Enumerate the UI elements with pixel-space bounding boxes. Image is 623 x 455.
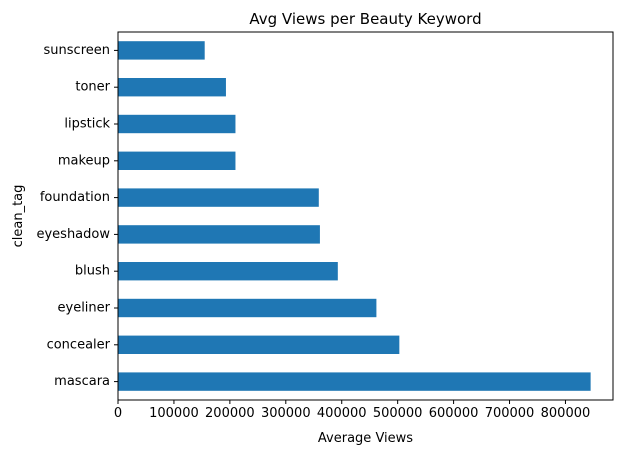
- x-tick-label: 700000: [485, 406, 535, 421]
- x-tick-label: 200000: [205, 406, 255, 421]
- y-tick-label: eyeshadow: [36, 227, 110, 242]
- plot-area: sunscreen toner lipstick makeup foundation ey…: [36, 31, 614, 421]
- y-tick-label: eyeliner: [58, 301, 111, 316]
- bar-sunscreen: [118, 41, 205, 60]
- y-tick-label: toner: [75, 80, 110, 95]
- bar-toner: [118, 78, 226, 97]
- bar-blush: [118, 262, 338, 281]
- y-tick-label: blush: [75, 264, 110, 279]
- x-tick-label: 800000: [541, 406, 591, 421]
- x-axis-ticks: 0 100000 200000 300000 400000 500000 600000 700…: [114, 400, 590, 421]
- bar-foundation: [118, 188, 319, 207]
- x-tick-label: 300000: [261, 406, 311, 421]
- x-tick-label: 500000: [373, 406, 423, 421]
- plot-frame: [117, 31, 614, 401]
- x-tick-label: 100000: [149, 406, 199, 421]
- x-axis-label: Average Views: [318, 431, 413, 446]
- y-tick-label: lipstick: [64, 117, 110, 132]
- y-tick-label: makeup: [58, 153, 110, 168]
- chart-title: Avg Views per Beauty Keyword: [249, 10, 481, 28]
- x-tick-label: 0: [114, 406, 122, 421]
- y-axis-ticks: sunscreen toner lipstick makeup foundation ey…: [36, 43, 118, 389]
- y-tick-label: sunscreen: [44, 43, 110, 58]
- y-tick-label: mascara: [54, 374, 110, 389]
- x-tick-label: 600000: [429, 406, 479, 421]
- bar-mascara: [118, 372, 591, 391]
- y-axis-label: clean_tag: [11, 185, 26, 248]
- bar-eyeshadow: [118, 225, 320, 244]
- bar-eyeliner: [118, 298, 377, 318]
- bars-group: [118, 41, 591, 391]
- bar-lipstick: [118, 114, 236, 134]
- bar-concealer: [118, 335, 400, 354]
- y-tick-label: concealer: [47, 337, 111, 352]
- x-tick-label: 400000: [317, 406, 367, 421]
- bar-makeup: [118, 151, 236, 170]
- y-tick-label: foundation: [40, 190, 110, 205]
